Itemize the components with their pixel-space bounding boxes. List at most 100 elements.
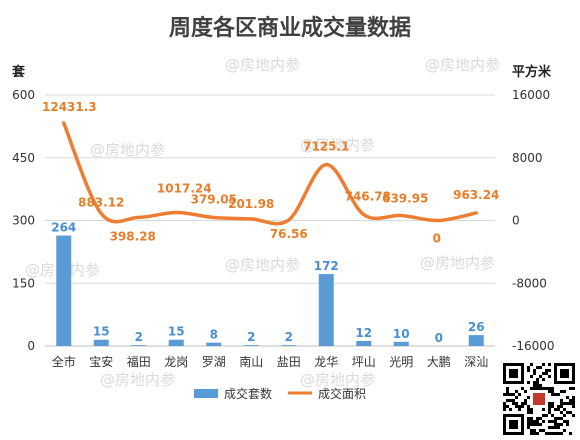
qr-module [551,432,554,435]
bar-value-label: 0 [435,331,443,345]
qr-module [548,426,551,429]
watermark: @房地内参 [225,56,300,74]
x-category-label: 大鹏 [427,355,451,369]
qr-module [533,381,536,384]
qr-module [566,423,569,426]
qr-module [572,414,575,417]
line-value-label: 12431.3 [42,100,97,114]
y-right-tick-label: 0 [512,214,520,228]
qr-module [548,405,551,408]
qr-module [515,402,518,405]
y-left-tick-label: 150 [12,276,35,290]
qr-module [530,423,533,426]
qr-module [530,363,533,366]
bar [318,274,334,346]
qr-module [572,396,575,399]
qr-module [527,396,530,399]
qr-module [548,387,551,390]
watermark: @房地内参 [300,136,375,154]
bar [206,342,222,346]
qr-module [527,366,530,369]
bar [393,341,409,346]
legend-bar-label: 成交套数 [224,386,272,401]
bar-value-label: 15 [93,325,110,339]
y-left-tick-label: 450 [12,151,35,165]
qr-module [551,405,554,408]
qr-finder [560,369,569,378]
qr-module [527,420,530,423]
y-right-tick-label: 16000 [512,88,550,102]
qr-module [518,405,521,408]
y-left-tick-label: 300 [12,214,35,228]
qr-module [548,402,551,405]
qr-module [536,417,539,420]
qr-module [515,405,518,408]
qr-module [533,387,536,390]
qr-module [509,408,512,411]
qr-module [551,402,554,405]
legend-bar-swatch [194,389,218,398]
qr-module [557,432,560,435]
qr-module [503,402,506,405]
qr-module [530,420,533,423]
qr-code [501,361,577,437]
qr-module [536,366,539,369]
qr-module [551,387,554,390]
qr-module [548,432,551,435]
qr-module [548,363,551,366]
qr-module [527,405,530,408]
bar-value-label: 172 [314,259,339,273]
qr-module [506,393,509,396]
qr-module [560,432,563,435]
bar [356,340,372,346]
qr-module [527,411,530,414]
qr-module [560,423,563,426]
qr-module [530,375,533,378]
qr-module [554,393,557,396]
qr-module [521,405,524,408]
qr-module [557,423,560,426]
qr-module [542,420,545,423]
qr-module [542,387,545,390]
watermark: @房地内参 [90,141,165,159]
qr-module [554,426,557,429]
qr-module [530,408,533,411]
qr-module [557,417,560,420]
qr-module [503,405,506,408]
qr-finder [509,369,518,378]
qr-module [536,387,539,390]
line-value-label: 746.78 [345,190,391,204]
y-left-tick-label: 600 [12,88,35,102]
qr-module [527,381,530,384]
qr-module [536,423,539,426]
y-left-tick-label: 0 [27,339,35,353]
qr-module [509,399,512,402]
qr-module [536,384,539,387]
qr-module [533,429,536,432]
x-category-label: 盐田 [277,355,301,369]
line-value-label: 883.12 [78,196,124,210]
qr-module [530,387,533,390]
line-value-label: 76.56 [270,227,308,241]
qr-module [551,393,554,396]
qr-module [542,414,545,417]
bar [56,235,72,346]
x-category-label: 全市 [52,354,76,369]
qr-module [533,384,536,387]
watermark: @房地内参 [420,254,495,272]
x-category-label: 宝安 [89,354,113,369]
qr-module [560,405,563,408]
x-category-label: 福田 [127,354,151,369]
qr-module [533,369,536,372]
qr-module [566,396,569,399]
y-left-axis: 0 150 300 450 600 [12,88,35,353]
qr-module [554,423,557,426]
bar-value-label: 15 [168,325,185,339]
gridlines [45,94,495,347]
qr-module [563,414,566,417]
line-value-label: 963.24 [453,188,499,202]
line-value-label: 201.98 [228,197,274,211]
qr-module [512,402,515,405]
qr-module [566,402,569,405]
